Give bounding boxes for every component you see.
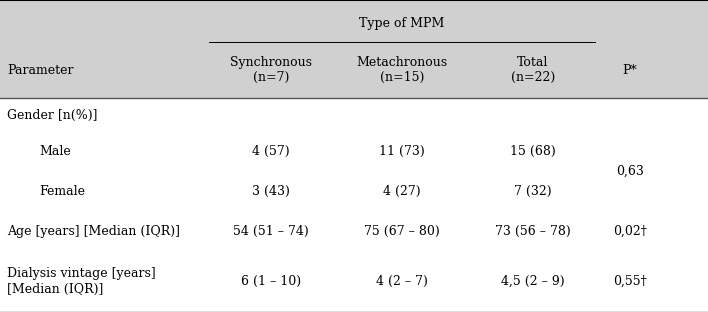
Text: Female: Female xyxy=(39,185,85,198)
Text: 73 (56 – 78): 73 (56 – 78) xyxy=(495,225,571,238)
Text: Male: Male xyxy=(39,145,71,158)
Text: 3 (43): 3 (43) xyxy=(252,185,290,198)
Text: Age [years] [Median (IQR)]: Age [years] [Median (IQR)] xyxy=(7,225,180,238)
Text: Type of MPM: Type of MPM xyxy=(359,17,445,30)
Text: Parameter: Parameter xyxy=(7,64,74,77)
Text: Dialysis vintage [years]
[Median (IQR)]: Dialysis vintage [years] [Median (IQR)] xyxy=(7,267,156,295)
Text: 0,63: 0,63 xyxy=(616,165,644,178)
Text: 75 (67 – 80): 75 (67 – 80) xyxy=(364,225,440,238)
Text: 7 (32): 7 (32) xyxy=(514,185,552,198)
Text: 6 (1 – 10): 6 (1 – 10) xyxy=(241,275,301,288)
Text: 15 (68): 15 (68) xyxy=(510,145,556,158)
Text: 0,55†: 0,55† xyxy=(613,275,647,288)
Text: P*: P* xyxy=(623,64,637,77)
Text: Total
(n=22): Total (n=22) xyxy=(510,56,555,84)
Text: 0,02†: 0,02† xyxy=(613,225,647,238)
Text: 4,5 (2 – 9): 4,5 (2 – 9) xyxy=(501,275,564,288)
Text: Metachronous
(n=15): Metachronous (n=15) xyxy=(356,56,447,84)
Text: 4 (27): 4 (27) xyxy=(383,185,421,198)
Text: 4 (57): 4 (57) xyxy=(252,145,290,158)
Text: Synchronous
(n=7): Synchronous (n=7) xyxy=(230,56,312,84)
Text: Gender [n(%)]: Gender [n(%)] xyxy=(7,109,98,122)
Text: 54 (51 – 74): 54 (51 – 74) xyxy=(233,225,309,238)
FancyBboxPatch shape xyxy=(0,0,708,98)
Text: 4 (2 – 7): 4 (2 – 7) xyxy=(376,275,428,288)
Text: 11 (73): 11 (73) xyxy=(379,145,425,158)
